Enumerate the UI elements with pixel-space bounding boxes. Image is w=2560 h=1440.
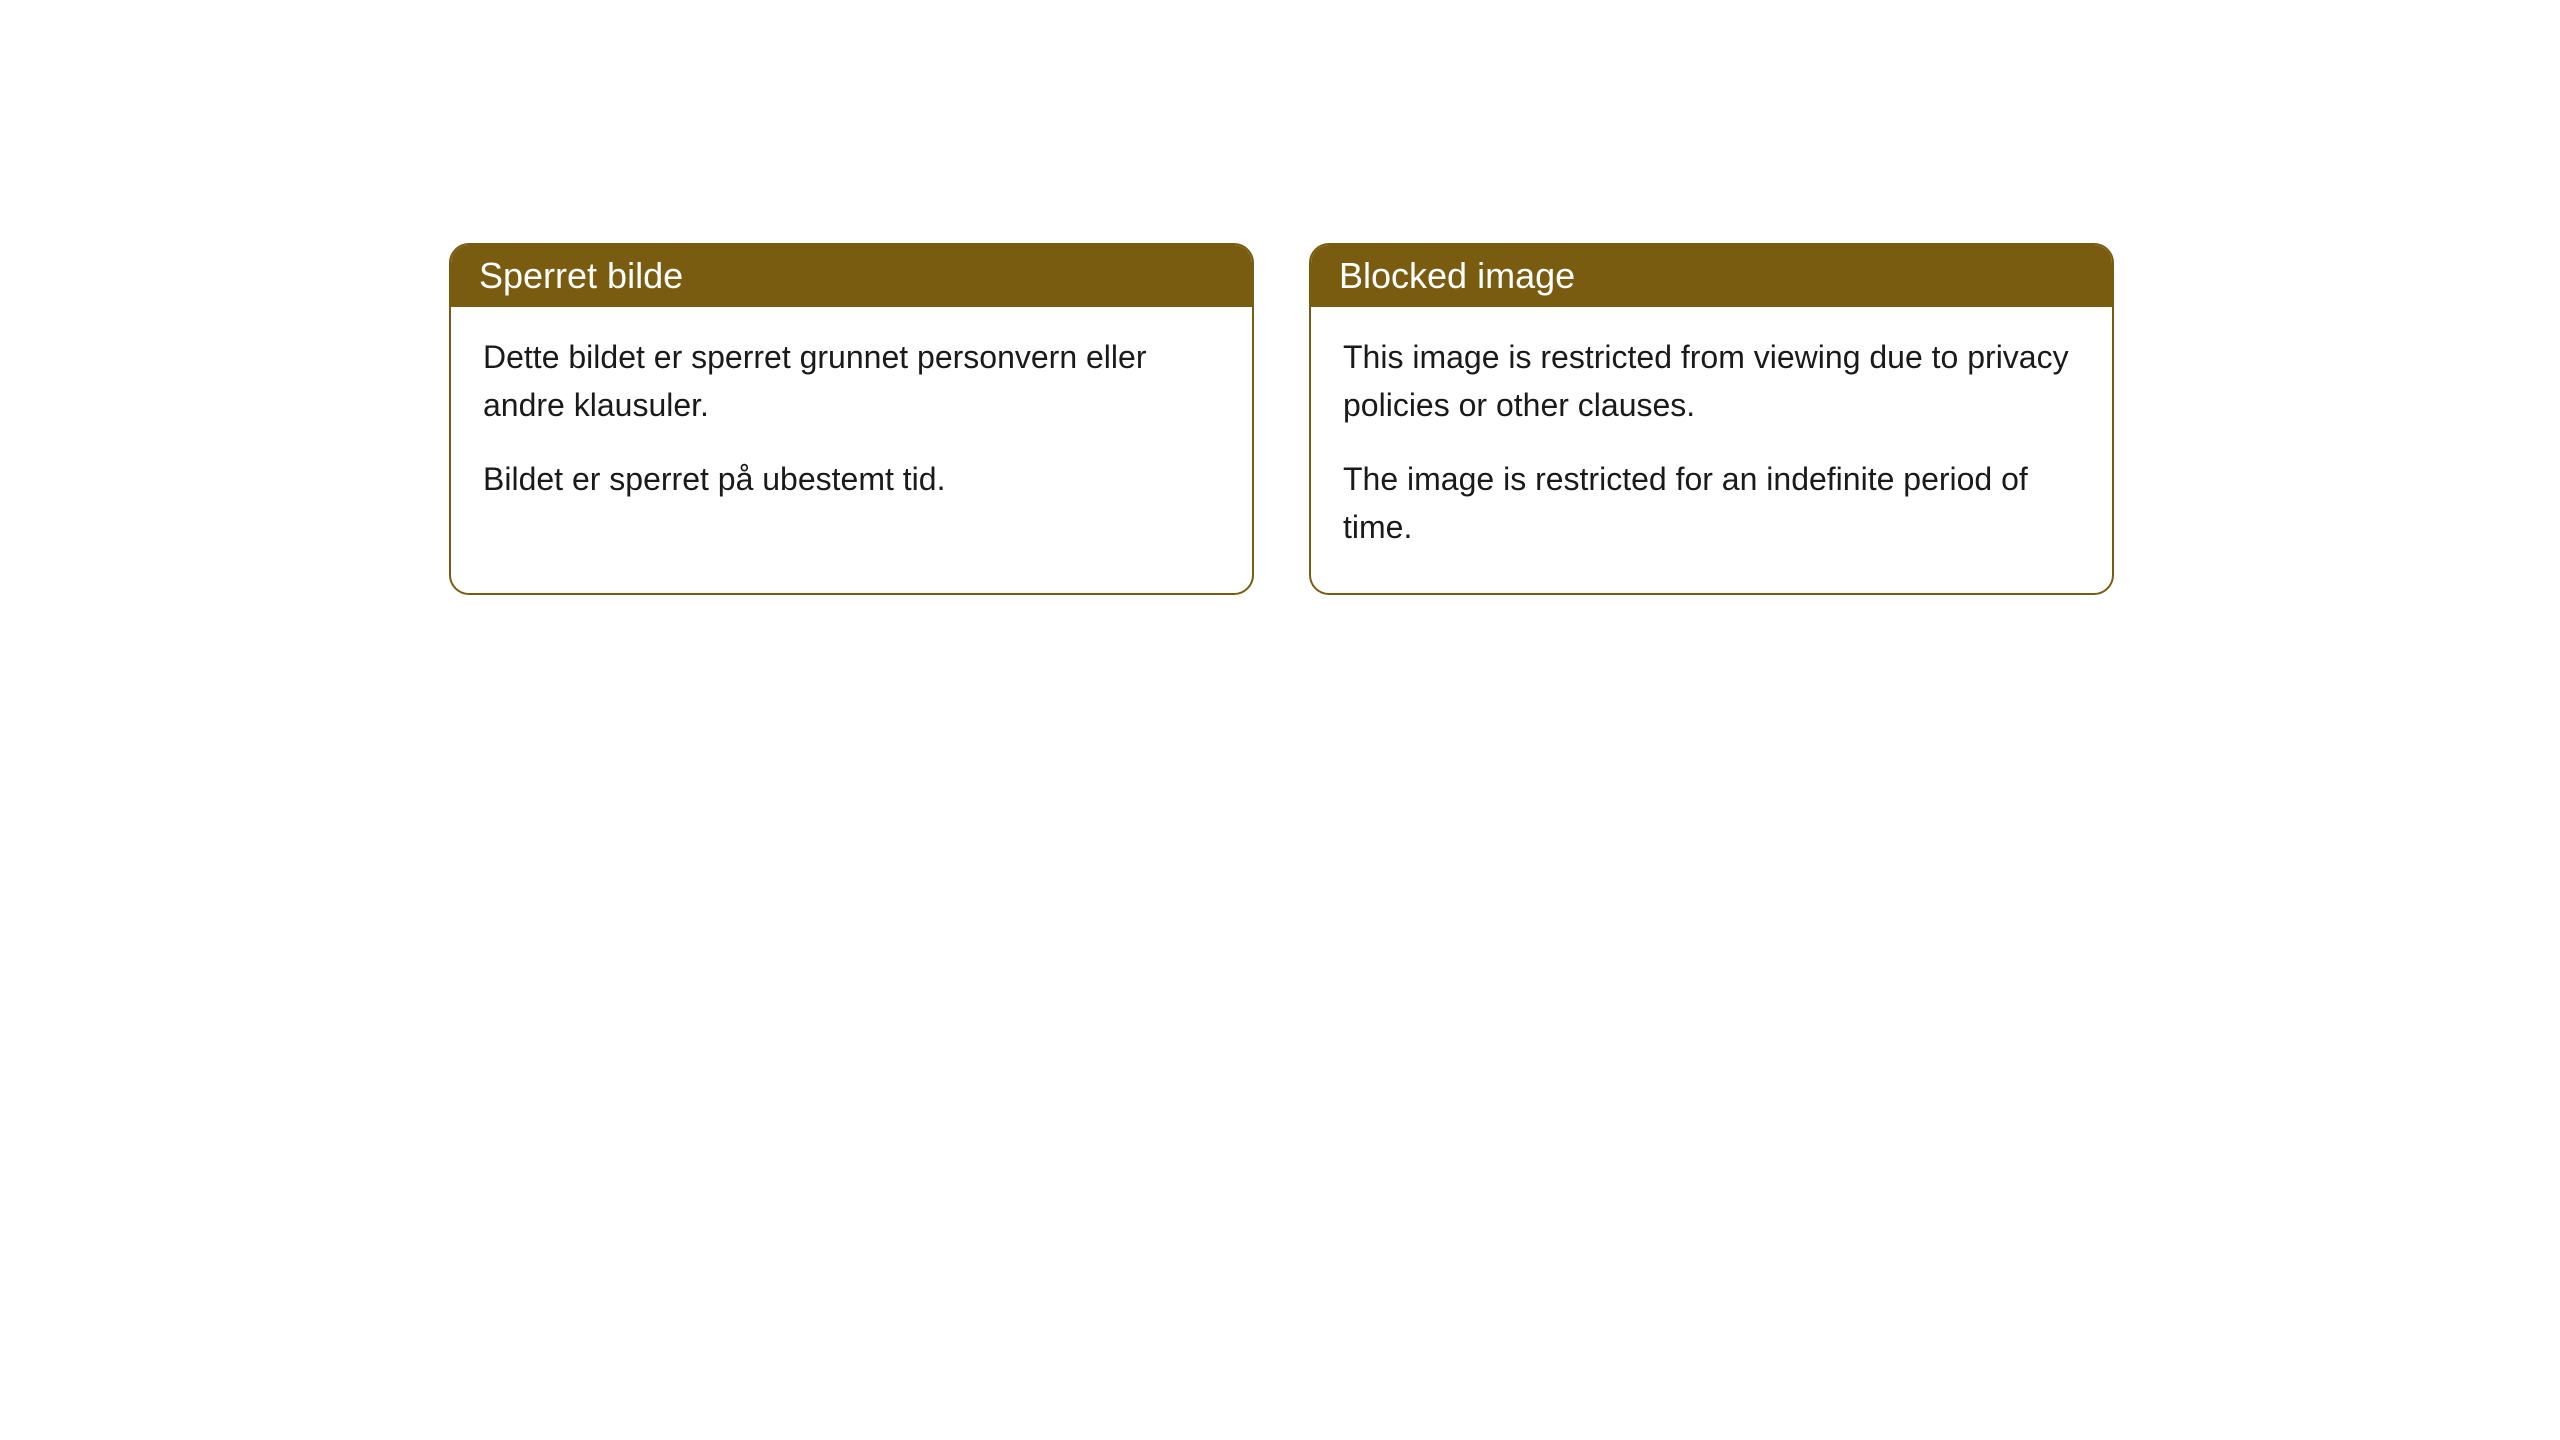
notice-cards-container: Sperret bilde Dette bildet er sperret gr… bbox=[449, 243, 2114, 595]
card-paragraph: Dette bildet er sperret grunnet personve… bbox=[483, 333, 1220, 429]
card-header-english: Blocked image bbox=[1311, 245, 2112, 307]
card-title: Sperret bilde bbox=[479, 255, 683, 296]
card-header-norwegian: Sperret bilde bbox=[451, 245, 1252, 307]
card-body-norwegian: Dette bildet er sperret grunnet personve… bbox=[451, 307, 1252, 545]
card-title: Blocked image bbox=[1339, 255, 1575, 296]
notice-card-english: Blocked image This image is restricted f… bbox=[1309, 243, 2114, 595]
card-paragraph: This image is restricted from viewing du… bbox=[1343, 333, 2080, 429]
card-paragraph: The image is restricted for an indefinit… bbox=[1343, 455, 2080, 551]
card-body-english: This image is restricted from viewing du… bbox=[1311, 307, 2112, 593]
card-paragraph: Bildet er sperret på ubestemt tid. bbox=[483, 455, 1220, 503]
notice-card-norwegian: Sperret bilde Dette bildet er sperret gr… bbox=[449, 243, 1254, 595]
